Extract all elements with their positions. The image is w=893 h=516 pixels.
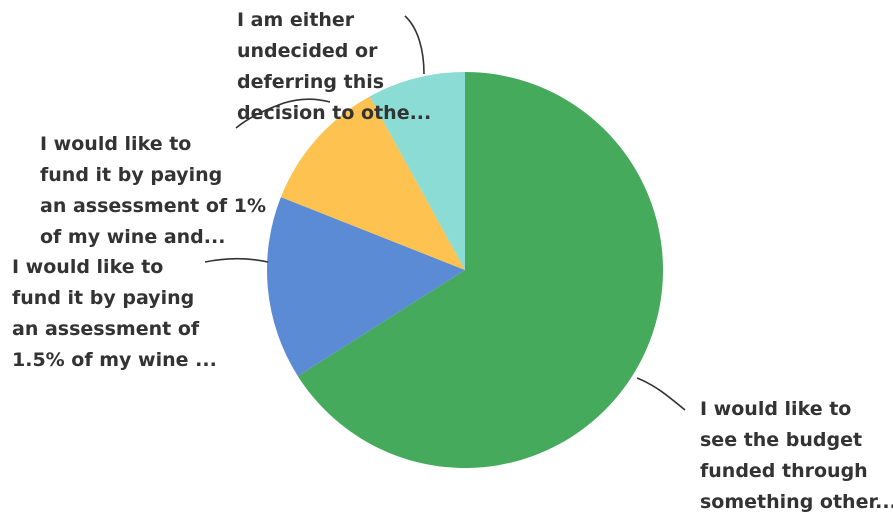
slice-label-3-line-2: deferring this <box>237 71 384 93</box>
leader-line-0 <box>636 377 686 411</box>
leader-line-2 <box>235 98 331 129</box>
slice-label-1-line-0: I would like to <box>12 256 163 278</box>
slice-label-3-line-3: decision to othe... <box>237 102 431 124</box>
slice-label-3-line-1: undecided or <box>237 40 378 62</box>
pie-slice-3 <box>369 72 465 270</box>
leader-line-3 <box>404 15 425 75</box>
pie-slice-1 <box>266 197 465 377</box>
slice-label-3: I am either undecided or deferring this dec… <box>237 9 431 124</box>
pie-slice-0 <box>297 72 663 468</box>
slice-label-0-line-2: funded through <box>700 460 868 482</box>
pie-slices <box>266 72 663 468</box>
leader-line-1 <box>204 257 269 263</box>
slice-label-2-line-3: of my wine and... <box>40 226 225 248</box>
slice-label-1-line-3: 1.5% of my wine ... <box>12 349 217 371</box>
slice-labels: I would like to see the budget funded thro… <box>12 9 893 513</box>
slice-label-1: I would like to fund it by paying an asses… <box>12 256 217 371</box>
slice-label-2-line-0: I would like to <box>40 133 191 155</box>
slice-label-1-line-1: fund it by paying <box>12 287 194 309</box>
leader-lines <box>204 15 686 411</box>
slice-label-1-line-2: an assessment of <box>12 318 200 340</box>
slice-label-2-line-1: fund it by paying <box>40 164 222 186</box>
slice-label-0: I would like to see the budget funded thro… <box>700 398 893 513</box>
pie-slice-2 <box>280 96 465 271</box>
slice-label-0-line-0: I would like to <box>700 398 851 420</box>
slice-label-0-line-1: see the budget <box>700 429 862 451</box>
slice-label-2-line-2: an assessment of 1% <box>40 195 266 217</box>
slice-label-2: I would like to fund it by paying an asses… <box>40 133 266 248</box>
slice-label-0-line-3: something other... <box>700 491 893 513</box>
slice-label-3-line-0: I am either <box>237 9 355 31</box>
